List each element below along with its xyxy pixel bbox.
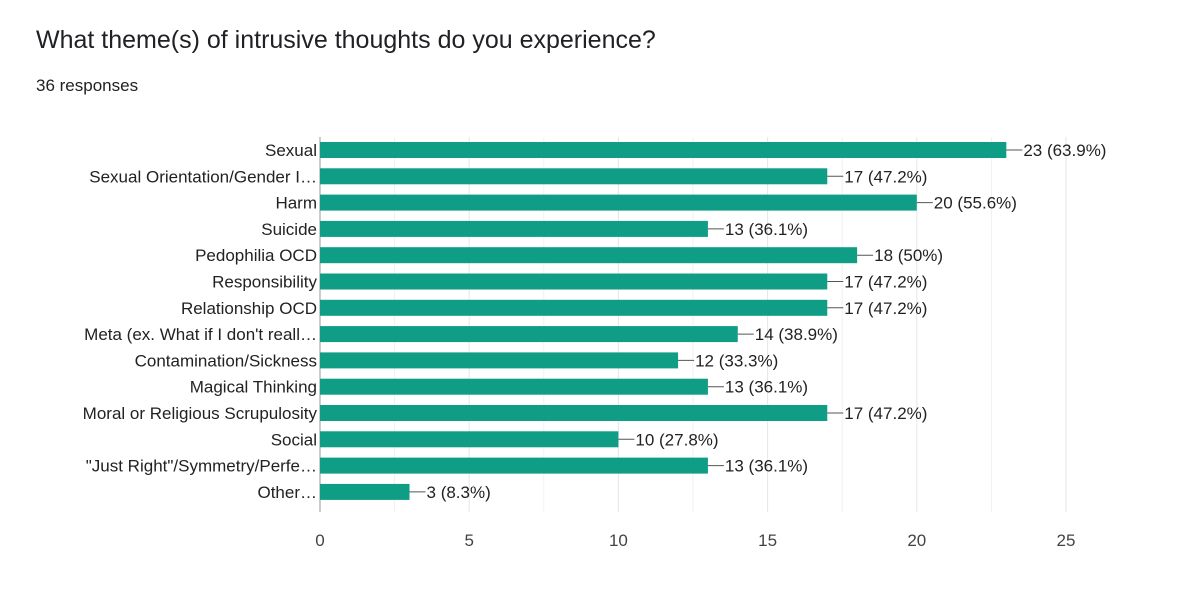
category-label: Responsibility <box>212 273 317 292</box>
category-label: "Just Right"/Symmetry/Perfe… <box>86 457 317 476</box>
category-label: Relationship OCD <box>181 299 317 318</box>
value-label: 17 (47.2%) <box>844 273 927 292</box>
x-tick-label: 0 <box>315 531 324 550</box>
category-label: Social <box>271 430 317 449</box>
bar[interactable] <box>320 220 708 237</box>
bar[interactable] <box>320 431 619 448</box>
x-tick-label: 10 <box>609 531 628 550</box>
x-tick-label: 20 <box>907 531 926 550</box>
value-label: 13 (36.1%) <box>725 220 808 239</box>
x-tick-label: 25 <box>1057 531 1076 550</box>
labels: 0 5 10 15 20 25 Sexual 23 (63.9%) Sexual Orienta… <box>83 141 1107 550</box>
bar[interactable] <box>320 168 828 185</box>
value-label: 17 (47.2%) <box>844 299 927 318</box>
response-count: 36 responses <box>36 76 139 95</box>
category-label: Sexual <box>265 141 317 160</box>
bars <box>320 142 1007 500</box>
value-label: 10 (27.8%) <box>635 430 718 449</box>
bar[interactable] <box>320 273 828 290</box>
category-label: Meta (ex. What if I don't reall… <box>84 325 317 344</box>
category-label: Moral or Religious Scrupulosity <box>83 404 318 423</box>
category-label: Other… <box>257 483 317 502</box>
category-label: Suicide <box>261 220 317 239</box>
bar[interactable] <box>320 405 828 421</box>
category-label: Pedophilia OCD <box>195 246 317 265</box>
bar[interactable] <box>320 142 1007 158</box>
value-label: 18 (50%) <box>874 246 943 265</box>
category-label: Harm <box>275 194 317 213</box>
value-label: 3 (8.3%) <box>427 483 491 502</box>
bar[interactable] <box>320 483 410 500</box>
value-label: 23 (63.9%) <box>1023 141 1106 160</box>
bar[interactable] <box>320 247 858 264</box>
bar[interactable] <box>320 352 679 369</box>
value-label: 20 (55.6%) <box>934 194 1017 213</box>
category-label: Sexual Orientation/Gender I… <box>89 167 317 186</box>
value-label: 13 (36.1%) <box>725 378 808 397</box>
value-label: 13 (36.1%) <box>725 457 808 476</box>
bar[interactable] <box>320 194 917 211</box>
x-tick-label: 5 <box>464 531 473 550</box>
category-label: Contamination/Sickness <box>135 351 317 370</box>
value-label: 14 (38.9%) <box>755 325 838 344</box>
x-tick-label: 15 <box>758 531 777 550</box>
value-label: 12 (33.3%) <box>695 351 778 370</box>
bar[interactable] <box>320 326 738 343</box>
question-title: What theme(s) of intrusive thoughts do y… <box>36 26 656 54</box>
bar[interactable] <box>320 457 708 474</box>
bar[interactable] <box>320 299 828 316</box>
bar[interactable] <box>320 378 708 395</box>
category-label: Magical Thinking <box>190 378 317 397</box>
value-label: 17 (47.2%) <box>844 404 927 423</box>
value-label: 17 (47.2%) <box>844 167 927 186</box>
